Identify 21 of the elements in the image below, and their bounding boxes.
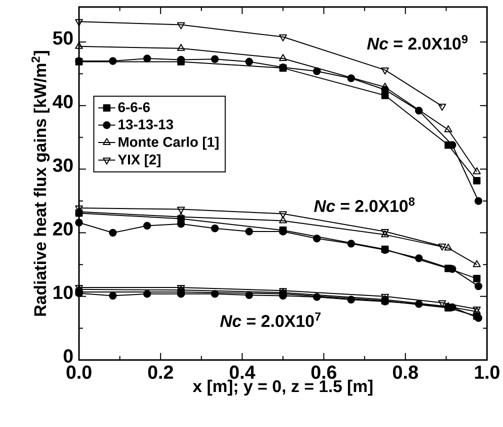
x-tick-label: 0.6 — [311, 366, 336, 379]
x-tick-label: 0.2 — [148, 366, 173, 379]
legend-label: 13-13-13 — [118, 119, 174, 130]
x-axis-title: x [m]; y = 0, z = 1.5 [m] — [192, 380, 372, 396]
legend-label: YIX [2] — [118, 154, 160, 168]
x-tick-label: 0.8 — [392, 366, 418, 379]
x-tick-label: 0.0 — [66, 366, 92, 379]
y-tick-label: 20 — [53, 222, 73, 236]
y-tick-label: 0 — [64, 349, 73, 363]
x-tick-label: 0.4 — [230, 366, 256, 379]
legend-label: 6-6-6 — [118, 102, 150, 112]
annotation: Nc = 2.0X10$^{8}$ — [314, 197, 415, 212]
legend-label: Monte Carlo [1] — [118, 136, 218, 150]
annotation: Nc = 2.0X10$^{9}$ — [367, 34, 468, 50]
y-tick-label: 40 — [52, 94, 73, 108]
y-tick-label: 50 — [53, 31, 73, 45]
y-tick-label: 30 — [52, 158, 73, 172]
x-tick-label: 1.0 — [475, 366, 500, 379]
y-axis-title: Radiative heat flux gains [kW/m$^{2}$] — [31, 51, 50, 316]
annotation: Nc = 2.0X10$^{7}$ — [220, 312, 321, 328]
y-tick-label: 10 — [54, 286, 73, 300]
